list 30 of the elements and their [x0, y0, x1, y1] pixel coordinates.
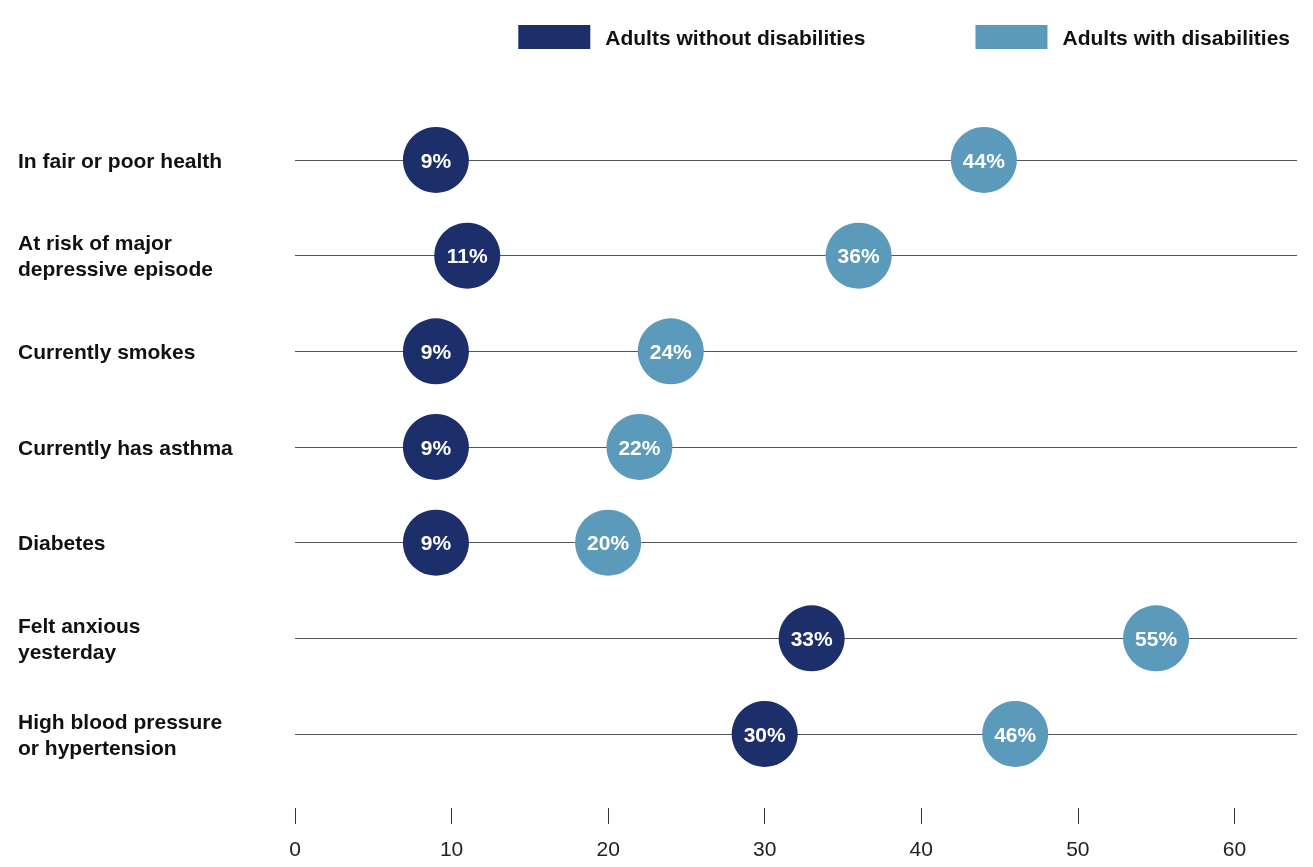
y-tick-label: Currently has asthma	[18, 435, 234, 459]
y-tick-label: Felt anxious yesterday	[18, 613, 141, 663]
x-tick-label: 30	[753, 837, 777, 860]
y-tick-label: In fair or poor health	[18, 148, 223, 172]
data-label: 9%	[420, 531, 452, 555]
legend-label: Adults with disabilities	[1062, 25, 1291, 49]
data-label: 11%	[446, 244, 488, 268]
data-label: 24%	[649, 339, 693, 363]
x-tick-label: 40	[909, 837, 933, 860]
data-label: 44%	[962, 148, 1006, 172]
data-label: 33%	[790, 626, 833, 650]
x-tick-label: 10	[439, 837, 464, 860]
y-tick-label: Diabetes	[18, 531, 106, 555]
y-tick-label: At risk of major depressive episode	[18, 231, 213, 281]
y-tick-label: High blood pressure or hypertension	[18, 709, 223, 759]
legend-label: Adults without disabilities	[605, 25, 866, 49]
data-label: 46%	[994, 722, 1037, 746]
data-label: 55%	[1135, 626, 1178, 650]
data-label: 20%	[587, 531, 630, 555]
data-label: 22%	[618, 435, 661, 459]
x-tick-label: 50	[1066, 837, 1090, 860]
data-label: 30%	[743, 722, 787, 746]
data-label: 9%	[420, 148, 452, 172]
data-label: 36%	[837, 244, 880, 268]
data-label: 9%	[420, 435, 452, 459]
y-tick-label: Currently smokes	[18, 339, 196, 363]
x-tick-label: 0	[289, 837, 301, 860]
data-label: 9%	[420, 339, 452, 363]
x-tick-label: 60	[1222, 837, 1247, 860]
x-tick-label: 20	[596, 837, 620, 860]
